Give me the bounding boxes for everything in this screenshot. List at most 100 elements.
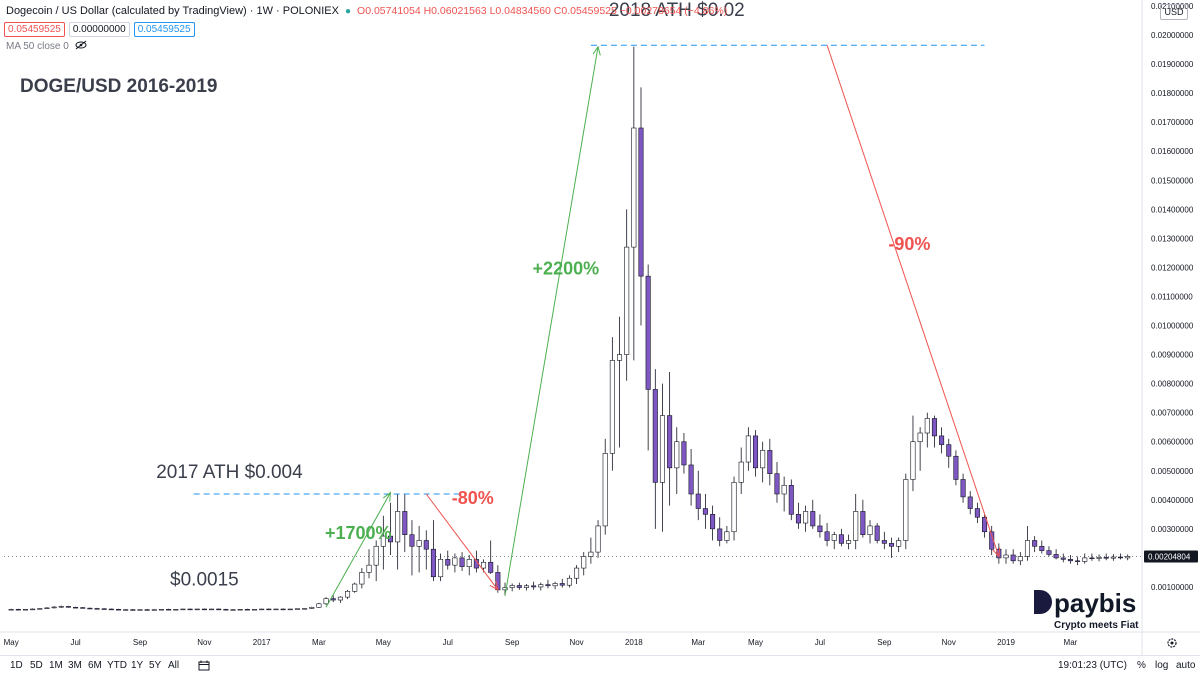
- goto-date-icon[interactable]: [198, 660, 210, 674]
- candle: [330, 595, 336, 603]
- y-tick-label: 0.01300000: [1151, 234, 1194, 243]
- candle: [1103, 553, 1109, 561]
- candle: [309, 606, 315, 610]
- y-tick-label: 0.00500000: [1151, 467, 1194, 476]
- candle: [430, 520, 436, 582]
- candle: [967, 491, 973, 515]
- candle-body-down: [108, 608, 114, 611]
- candle-body-down: [974, 508, 980, 518]
- candle: [924, 412, 930, 448]
- candle-body-up: [58, 606, 64, 608]
- candle: [688, 448, 694, 506]
- candle-body-down: [15, 609, 21, 611]
- timeframe-all[interactable]: All: [168, 660, 180, 671]
- candle: [1067, 555, 1073, 564]
- candle-body-down: [860, 511, 866, 535]
- candle: [323, 597, 329, 605]
- timeframe-3m[interactable]: 3M: [68, 660, 82, 671]
- candle-body-down: [810, 511, 816, 527]
- candle-body-down: [65, 606, 71, 608]
- candle: [230, 609, 236, 611]
- utc-clock[interactable]: 19:01:23 (UTC): [1058, 660, 1127, 671]
- candle-body-up: [760, 450, 766, 469]
- rise_2200_arrow: [504, 45, 601, 596]
- candle-body-up: [237, 609, 243, 611]
- y-tick-label: 0.00600000: [1151, 438, 1194, 447]
- candle-body-up: [287, 608, 293, 611]
- x-tick-label: Nov: [942, 638, 956, 647]
- candle-body-up: [538, 584, 544, 588]
- candle: [781, 476, 787, 512]
- auto-scale-toggle[interactable]: auto: [1176, 660, 1196, 671]
- candle-body-up: [380, 535, 386, 547]
- candle-body-down: [1075, 560, 1081, 562]
- candle-body-up: [867, 525, 873, 535]
- timeframe-5y[interactable]: 5Y: [149, 660, 162, 671]
- eye-hidden-icon[interactable]: [75, 40, 87, 53]
- x-tick-label: Nov: [569, 638, 583, 647]
- candle: [760, 441, 766, 483]
- candle: [1039, 540, 1045, 554]
- candle: [903, 473, 909, 550]
- candle: [874, 523, 880, 544]
- candle: [44, 607, 50, 610]
- candle: [87, 607, 93, 610]
- candle-body-up: [502, 587, 508, 591]
- candle-body-down: [1067, 559, 1073, 562]
- timeframe-1m[interactable]: 1M: [49, 660, 63, 671]
- annotation-pct_1700: +1700%: [325, 523, 392, 543]
- candle-body-up: [137, 609, 143, 611]
- rise_1700_arrow: [325, 491, 392, 608]
- timeframe-5d[interactable]: 5D: [30, 660, 43, 671]
- candle: [166, 608, 172, 611]
- candle: [80, 606, 86, 609]
- candle-body-down: [946, 444, 952, 457]
- candle-body-down: [874, 525, 880, 541]
- percent-scale-toggle[interactable]: %: [1137, 660, 1146, 671]
- candle: [803, 505, 809, 532]
- candle: [509, 583, 515, 592]
- candle-body-down: [795, 514, 801, 524]
- timeframe-6m[interactable]: 6M: [88, 660, 102, 671]
- candle: [795, 502, 801, 529]
- candle-body-down: [101, 608, 107, 610]
- timeframe-1y[interactable]: 1Y: [131, 660, 144, 671]
- candle-body-down: [144, 609, 150, 611]
- candle: [595, 520, 601, 558]
- candle: [939, 427, 945, 454]
- candle: [488, 540, 494, 574]
- candle-body-up: [123, 609, 129, 611]
- candle-body-up: [659, 415, 665, 483]
- y-tick-label: 0.00300000: [1151, 525, 1194, 534]
- candle-body-down: [216, 608, 222, 611]
- x-tick-label: May: [4, 638, 19, 647]
- currency-selector[interactable]: USD: [1160, 4, 1188, 20]
- candle-body-down: [223, 609, 229, 611]
- x-tick-label: 2017: [253, 638, 271, 647]
- ma-indicator-legend[interactable]: MA 50 close 0: [6, 40, 87, 53]
- candle-body-up: [509, 585, 515, 588]
- candle-body-down: [817, 525, 823, 533]
- candle: [345, 589, 351, 600]
- candle: [8, 608, 14, 611]
- candle: [459, 552, 465, 571]
- symbol-title[interactable]: Dogecoin / US Dollar (calculated by Trad…: [6, 5, 339, 17]
- timeframe-ytd[interactable]: YTD: [107, 660, 127, 671]
- y-tick-label: 0.01200000: [1151, 263, 1194, 272]
- candle-body-up: [1082, 557, 1088, 562]
- candle: [30, 608, 36, 611]
- candle-body-up: [903, 479, 909, 541]
- candle: [273, 608, 279, 611]
- candle: [695, 470, 701, 521]
- candle-body-down: [80, 607, 86, 609]
- candle-body-up: [602, 453, 608, 527]
- candle-body-up: [37, 608, 43, 610]
- y-tick-label: 0.00900000: [1151, 351, 1194, 360]
- log-scale-toggle[interactable]: log: [1155, 660, 1169, 671]
- candle: [94, 607, 100, 610]
- timeframe-1d[interactable]: 1D: [10, 660, 23, 671]
- candle-body-up: [316, 603, 322, 608]
- buy-price-pill[interactable]: 0.05459525: [133, 22, 195, 37]
- candle-body-up: [366, 564, 372, 573]
- sell-price-pill[interactable]: 0.05459525: [4, 22, 65, 37]
